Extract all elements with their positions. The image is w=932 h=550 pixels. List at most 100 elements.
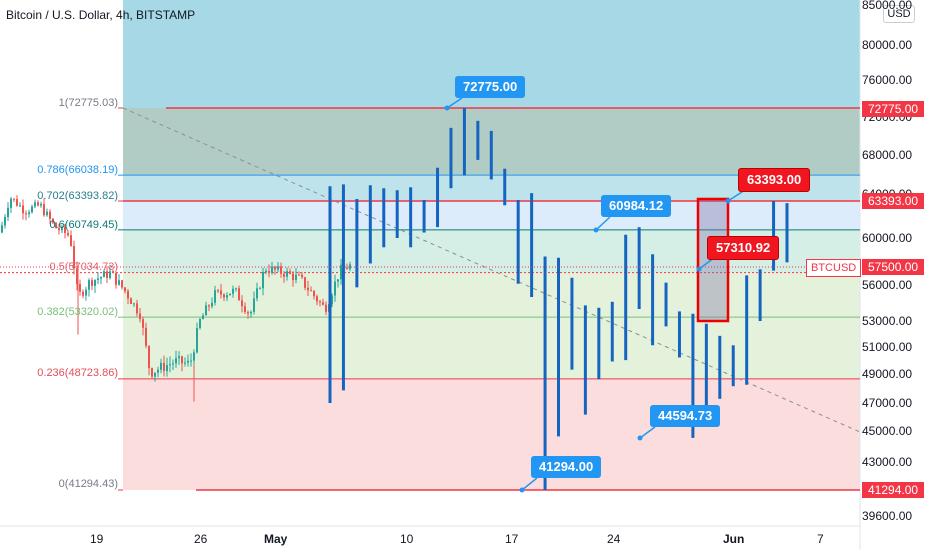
candle-body [70, 235, 72, 246]
candle-body [334, 281, 336, 296]
x-tick: 7 [817, 532, 824, 546]
candle-body [34, 202, 36, 207]
candle-body [238, 288, 240, 301]
candle-body [25, 213, 27, 215]
zone-0702-06 [123, 201, 860, 230]
candle-body [310, 290, 312, 292]
x-tick: 24 [607, 532, 621, 546]
fib-label-05: 0.5(57034.73) [49, 261, 119, 273]
currency-selector[interactable]: USD [883, 5, 915, 23]
candle-body [109, 271, 111, 278]
candle-body [142, 319, 144, 328]
candle-body [319, 301, 321, 303]
callout-point [725, 198, 731, 204]
candle-body [82, 291, 84, 296]
candle-body [220, 290, 222, 295]
candle-body [250, 311, 252, 314]
candle-body [232, 288, 234, 294]
x-tick: Jun [723, 532, 745, 546]
candle-body [172, 363, 174, 365]
candle-body [307, 287, 309, 291]
candle-body [349, 264, 351, 270]
callout-point [637, 435, 643, 441]
callout-63393: 63393.00 [738, 168, 811, 192]
candle-body [28, 212, 30, 215]
candle-body [52, 218, 54, 223]
candle-body [178, 356, 180, 359]
fib-label-0: 0(41294.43) [58, 478, 118, 490]
y-tick: 85000.00 [862, 0, 913, 12]
candle-body [88, 280, 90, 290]
candle-body [256, 288, 258, 299]
y-tick: 80000.00 [862, 38, 913, 52]
candle-body [76, 268, 78, 285]
price-tag-72775: 72775.00 [862, 101, 925, 117]
candle-body [64, 226, 66, 233]
candle-body [118, 280, 120, 285]
candle-body [298, 274, 300, 276]
callout-high: 72775.00 [455, 76, 526, 98]
x-tick: May [264, 532, 288, 546]
candle-body [286, 271, 288, 277]
zone-0786-0702 [123, 175, 860, 201]
candle-body [316, 296, 318, 302]
candle-body [16, 199, 18, 206]
fib-label-0382: 0.382(53320.02) [37, 306, 118, 318]
candle-body [55, 222, 57, 229]
candle-body [49, 211, 51, 219]
candle-body [94, 279, 96, 286]
candle-body [160, 362, 162, 370]
candle-body [85, 289, 87, 296]
candle-body [223, 294, 225, 298]
callout-point [593, 227, 599, 233]
candle-body [235, 288, 237, 290]
y-tick: 56000.00 [862, 278, 913, 292]
callout-low: 41294.00 [531, 456, 602, 478]
candle-body [247, 312, 249, 314]
candle-body [40, 204, 42, 206]
candle-body [97, 278, 99, 280]
candle-body [208, 305, 210, 307]
callout-point [696, 266, 702, 272]
x-tick: 26 [194, 532, 208, 546]
candle-body [289, 271, 291, 274]
candle-body [301, 274, 303, 278]
callout-point [519, 487, 525, 493]
y-tick: 39600.00 [862, 509, 913, 523]
y-tick: 47000.00 [862, 396, 913, 410]
candle-body [244, 306, 246, 313]
candle-body [340, 264, 342, 280]
candle-body [79, 284, 81, 292]
candle-body [13, 198, 15, 200]
candle-body [313, 290, 315, 297]
candle-body [37, 202, 39, 206]
candle-body [259, 288, 261, 290]
candle-body [280, 266, 282, 274]
fib-label-06: 0.6(60749.45) [49, 219, 119, 231]
x-tick: 10 [400, 532, 414, 546]
candle-body [214, 290, 216, 303]
candle-body [274, 266, 276, 270]
candle-body [196, 328, 198, 353]
candle-body [199, 319, 201, 329]
candle-body [265, 270, 267, 273]
callout-point [444, 105, 450, 111]
candle-body [133, 303, 135, 305]
candle-body [58, 228, 60, 231]
candle-body [217, 290, 219, 292]
candle-body [211, 302, 213, 307]
candle-body [271, 266, 273, 273]
candle-body [154, 372, 156, 377]
y-tick: 49000.00 [862, 367, 913, 381]
fib-label-0786: 0.786(66038.19) [37, 164, 118, 176]
price-tag-41294: 41294.00 [862, 482, 925, 498]
candle-body [91, 280, 93, 286]
candle-body [112, 271, 114, 274]
candle-body [61, 226, 63, 231]
callout-pointer [521, 477, 538, 491]
candle-body [190, 360, 192, 362]
y-tick: 43000.00 [862, 455, 913, 469]
candle-body [115, 273, 117, 285]
candle-body [184, 362, 186, 364]
